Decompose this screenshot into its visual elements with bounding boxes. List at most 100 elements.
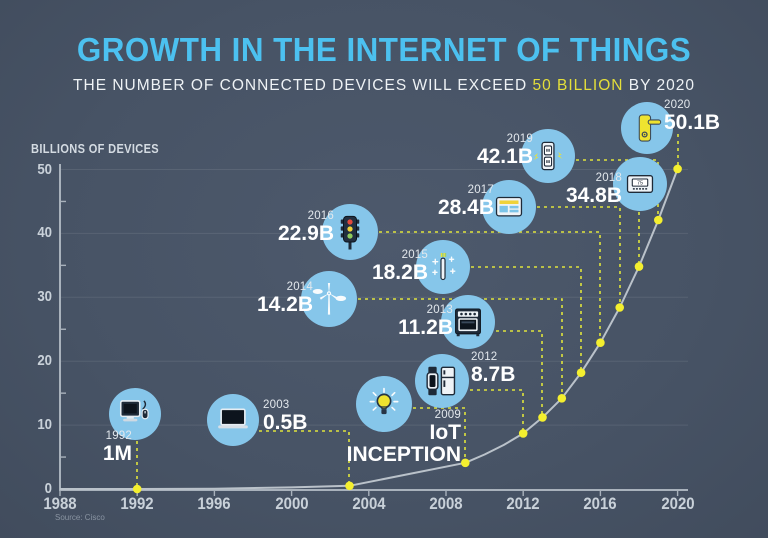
- milestone-bubble-2016: [322, 204, 378, 260]
- milestone-bubble-2013: [441, 295, 495, 349]
- x-axis-label-1996: 1996: [197, 494, 232, 513]
- milestone-bubble-2020: [621, 102, 673, 154]
- milestone-label-2018: 2018 34.8B: [566, 172, 622, 207]
- milestone-year-label: 2014: [286, 281, 313, 293]
- oven-icon: [449, 303, 487, 341]
- data-point-2018: [634, 262, 644, 271]
- power-outlet-icon: [529, 137, 567, 175]
- milestone-bubble-2017: [482, 180, 536, 234]
- connector-2009: [413, 407, 466, 460]
- connector-2013: [496, 330, 543, 415]
- connector-2003: [259, 430, 350, 483]
- x-axis-label-1992: 1992: [120, 494, 154, 513]
- x-axis-label-2020: 2020: [660, 494, 695, 513]
- data-point-2017: [615, 303, 624, 312]
- milestone-value-label: 50.1B: [664, 111, 721, 135]
- page-subtitle: THE NUMBER OF CONNECTED DEVICES WILL EXC…: [0, 77, 768, 95]
- y-axis-title: BILLIONS OF DEVICES: [31, 141, 160, 156]
- milestone-bubble-2014: [301, 271, 357, 327]
- connector-2015: [471, 266, 582, 370]
- milestone-year-label: 2015: [401, 249, 428, 261]
- milestone-year-label: 2016: [307, 210, 334, 222]
- milestone-year-label: 2009: [434, 409, 461, 421]
- traffic-light-icon: [330, 212, 370, 252]
- milestone-year-label: 2003: [263, 399, 290, 411]
- x-axis-label-1988: 1988: [43, 494, 77, 513]
- milestone-label-2003: 2003 0.5B: [263, 399, 307, 434]
- data-point-1992: [132, 484, 142, 494]
- milestone-bubble-1992: [109, 388, 161, 440]
- toothbrush-icon: [424, 248, 462, 286]
- subtitle-suffix: BY 2020: [623, 77, 695, 94]
- data-point-2013: [538, 413, 547, 422]
- x-axis-label-2012: 2012: [506, 494, 540, 513]
- data-point-2009: [461, 458, 470, 468]
- connector-2017: [537, 206, 621, 305]
- x-axis-label-2000: 2000: [274, 494, 309, 513]
- milestone-value-label: 22.9B: [277, 222, 334, 246]
- milestone-value-label: 11.2B: [398, 316, 453, 340]
- laptop-icon: [214, 401, 252, 439]
- lightbulb-icon: [365, 385, 403, 423]
- smart-panel-icon: [490, 188, 528, 226]
- milestone-bubble-2009: [356, 376, 412, 432]
- wind-turbine-icon: [309, 279, 349, 319]
- milestone-value-label: 42.1B: [476, 145, 533, 169]
- milestone-value-label: 18.2B: [371, 261, 428, 285]
- y-axis-label-20: 20: [37, 352, 52, 370]
- y-axis-label-30: 30: [37, 288, 52, 306]
- data-point-2012: [518, 429, 528, 438]
- x-axis-label-2016: 2016: [583, 494, 618, 513]
- milestone-value-label: 34.8B: [565, 184, 622, 208]
- milestone-year-label: 1992: [105, 430, 132, 442]
- data-point-2015: [576, 368, 586, 378]
- milestone-value-label: 28.4B: [437, 196, 494, 220]
- milestone-value-label: IoT INCEPTION: [346, 421, 461, 467]
- data-point-2016: [596, 338, 605, 348]
- milestone-label-2013: 2013 11.2B: [398, 304, 453, 339]
- milestone-label-2015: 2015 18.2B: [372, 249, 428, 284]
- milestone-label-2012: 2012 8.7B: [471, 351, 515, 386]
- desktop-computer-icon: [116, 395, 154, 433]
- milestone-bubble-2012: [415, 354, 469, 408]
- milestone-label-2014: 2014 14.2B: [257, 281, 313, 316]
- milestone-bubble-2015: [416, 240, 470, 294]
- thermostat-icon: 75: [621, 165, 659, 203]
- smartwatch-and-fridge-icon: [423, 362, 461, 400]
- subtitle-highlight: 50 BILLION: [532, 77, 624, 94]
- milestone-value-label: 14.2B: [256, 293, 313, 317]
- milestone-value-label: 1M: [102, 442, 132, 466]
- milestone-label-2017: 2017 28.4B: [438, 184, 494, 219]
- milestone-value-label: 0.5B: [263, 411, 308, 435]
- milestone-year-label: 2018: [595, 172, 622, 184]
- milestone-value-label: 8.7B: [471, 363, 516, 387]
- smart-lock-icon: [628, 109, 666, 147]
- milestone-year-label: 2012: [471, 351, 498, 363]
- data-point-2003: [345, 481, 354, 491]
- source-note: Source: Cisco: [55, 513, 105, 522]
- x-axis-label-2004: 2004: [352, 494, 386, 513]
- svg-text:75: 75: [637, 181, 643, 187]
- milestone-bubble-2003: [207, 394, 259, 446]
- milestone-label-2020: 2020 50.1B: [664, 99, 720, 134]
- milestone-year-label: 2017: [467, 184, 494, 196]
- data-point-2014: [557, 394, 567, 403]
- milestone-year-label: 2020: [664, 99, 691, 111]
- y-axis-label-40: 40: [37, 224, 52, 242]
- x-axis-label-2008: 2008: [429, 494, 463, 513]
- milestone-bubble-2018: 75: [613, 157, 667, 211]
- page-title: GROWTH IN THE INTERNET OF THINGS: [76, 31, 692, 68]
- milestone-bubble-2019: [521, 129, 575, 183]
- milestone-label-2009: 2009 IoT INCEPTION: [347, 409, 461, 466]
- milestone-label-2019: 2019 42.1B: [477, 133, 533, 168]
- data-point-2019: [654, 215, 663, 225]
- milestone-year-label: 2013: [426, 304, 453, 316]
- data-point-2020: [673, 164, 682, 174]
- subtitle-prefix: THE NUMBER OF CONNECTED DEVICES WILL EXC…: [73, 77, 533, 94]
- y-axis-label-10: 10: [37, 416, 52, 434]
- milestone-year-label: 2019: [506, 133, 533, 145]
- milestone-label-1992: 1992 1M: [103, 430, 132, 465]
- milestone-label-2016: 2016 22.9B: [278, 210, 334, 245]
- y-axis-label-0: 0: [44, 480, 52, 497]
